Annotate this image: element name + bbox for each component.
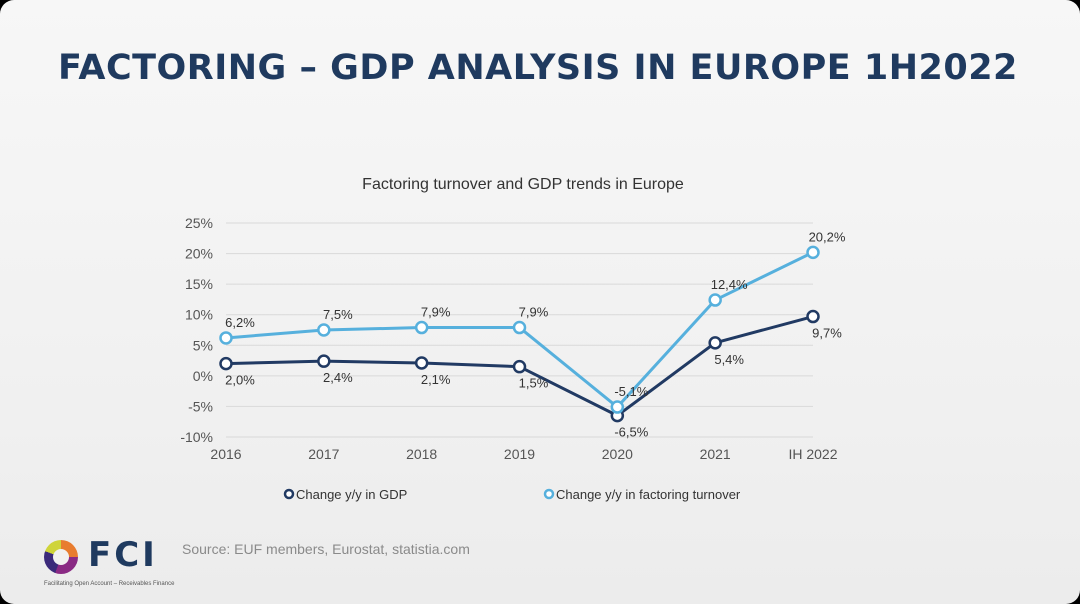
source-note: Source: EUF members, Eurostat, statistia… xyxy=(182,541,470,557)
legend-label: Change y/y in factoring turnover xyxy=(556,487,741,502)
data-label: 7,5% xyxy=(323,307,353,322)
data-point xyxy=(512,359,527,374)
data-point xyxy=(610,400,625,414)
x-tick-label: 2020 xyxy=(602,446,633,462)
data-point xyxy=(806,309,820,324)
data-label: 2,1% xyxy=(421,372,451,387)
data-point xyxy=(317,323,331,337)
x-tick-label: 2017 xyxy=(308,446,339,462)
data-label: 2,4% xyxy=(323,370,353,385)
y-tick-label: 15% xyxy=(185,276,213,292)
legend-marker xyxy=(283,488,295,500)
data-label: 7,9% xyxy=(421,305,451,320)
x-tick-label: 2016 xyxy=(210,446,241,462)
data-label: 12,4% xyxy=(711,277,748,292)
data-label: 7,9% xyxy=(519,305,549,320)
data-label: 5,4% xyxy=(714,352,744,367)
data-point xyxy=(806,245,820,260)
legend-marker xyxy=(543,488,555,500)
x-tick-label: IH 2022 xyxy=(788,446,837,462)
chart-title: Factoring turnover and GDP trends in Eur… xyxy=(362,176,684,193)
fci-logo-mark-icon xyxy=(44,540,78,574)
data-point xyxy=(708,293,722,307)
slide-title: FACTORING – GDP ANALYSIS IN EUROPE 1H202… xyxy=(58,48,1018,88)
data-label: 2,0% xyxy=(225,373,255,388)
data-point xyxy=(708,336,722,350)
data-point xyxy=(414,320,429,335)
data-point xyxy=(219,356,233,371)
data-label: -6,5% xyxy=(614,425,648,440)
y-tick-label: 20% xyxy=(185,246,213,262)
logo-tagline: Facilitating Open Account – Receivables … xyxy=(44,581,175,587)
fci-logo: FCI Facilitating Open Account – Receivab… xyxy=(44,535,175,590)
logo-text: FCI xyxy=(88,535,158,575)
data-point xyxy=(219,331,233,345)
y-tick-label: -10% xyxy=(180,429,213,445)
x-tick-label: 2019 xyxy=(504,446,535,462)
y-tick-label: -5% xyxy=(188,398,213,414)
data-point xyxy=(414,356,429,370)
data-label: -5,1% xyxy=(614,384,648,399)
y-tick-label: 5% xyxy=(193,337,213,353)
data-label: 9,7% xyxy=(812,326,842,341)
y-tick-label: 25% xyxy=(185,215,213,231)
data-label: 20,2% xyxy=(809,229,846,244)
data-point xyxy=(317,354,331,368)
data-label: 6,2% xyxy=(225,315,255,330)
legend-label: Change y/y in GDP xyxy=(296,487,407,502)
y-tick-label: 0% xyxy=(193,368,213,384)
data-label: 1,5% xyxy=(519,376,549,391)
x-tick-label: 2018 xyxy=(406,446,437,462)
data-point xyxy=(512,320,527,335)
x-tick-label: 2021 xyxy=(700,446,731,462)
y-tick-label: 10% xyxy=(185,307,213,323)
